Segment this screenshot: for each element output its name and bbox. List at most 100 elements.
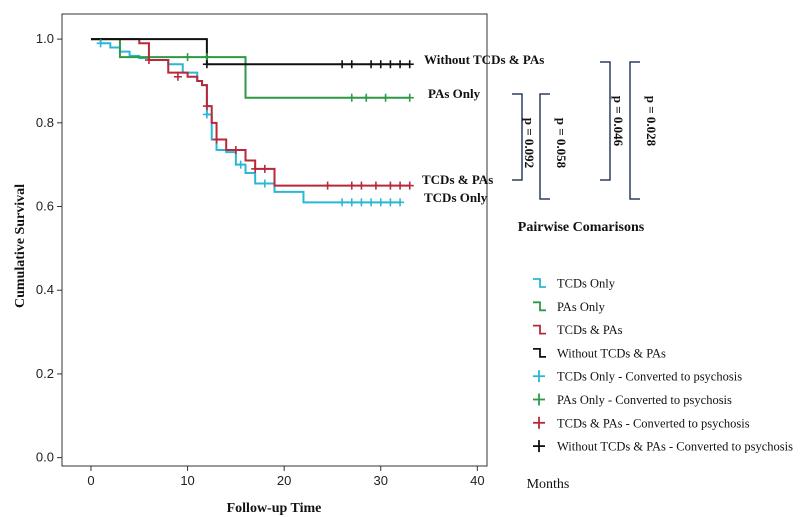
pairwise-p-value-3: p = 0.028 (644, 96, 659, 147)
y-tick-label: 1.0 (36, 31, 54, 46)
legend-entry: PAs Only (533, 300, 606, 314)
censor-mark (260, 179, 269, 188)
pairwise-annotations: TCDs Only PAs Only TCDs & PAs Without TCDs … (422, 52, 659, 205)
x-tick-label: 0 (87, 473, 94, 488)
legend-cross-swatch (533, 370, 545, 383)
legend-entry: TCDs & PAs - Converted to psychosis (533, 416, 750, 430)
censor-mark (386, 60, 395, 69)
legend-line-swatch (533, 278, 546, 288)
censor-mark (376, 198, 385, 207)
legend-entry: Without TCDs & PAs - Converted to psycho… (533, 440, 793, 454)
legend-cross-swatch (533, 440, 545, 453)
censor-marks (96, 39, 414, 207)
censor-mark (386, 181, 395, 190)
legend-label: TCDs & PAs (557, 323, 623, 337)
censor-mark (376, 60, 385, 69)
censor-mark (347, 93, 356, 102)
series-end-label-2: TCDs & PAs (422, 172, 493, 187)
x-tick-label: 30 (374, 473, 388, 488)
censor-mark (260, 164, 269, 173)
censor-mark (357, 198, 366, 207)
censor-mark (367, 60, 376, 69)
legend-label: TCDs Only (557, 277, 616, 291)
series-line-3 (90, 38, 410, 66)
censor-mark (202, 53, 211, 62)
censor-mark (338, 198, 347, 207)
legend-label: Without TCDs & PAs - Converted to psycho… (557, 440, 793, 454)
censor-mark (212, 135, 221, 144)
plot-frame (61, 13, 488, 467)
censor-mark (381, 93, 390, 102)
censor-mark (396, 181, 405, 190)
censor-mark (347, 198, 356, 207)
x-tick-label: 40 (470, 473, 484, 488)
y-tick-label: 0.2 (36, 366, 54, 381)
chart-axes: 0 10 20 30 40 0.0 0.2 0.4 0.6 0.8 1.0 (36, 13, 488, 488)
censor-mark (251, 164, 260, 173)
pairwise-p-value-1: p = 0.058 (554, 118, 569, 169)
y-axis-title: Cumulative Survival (13, 184, 28, 308)
chart-legend: TCDs Only PAs Only TCDs & PAs Without TCDs … (533, 277, 793, 454)
series-end-label-3: Without TCDs & PAs (424, 52, 544, 67)
censor-mark (173, 72, 182, 81)
pairwise-title: Pairwise Comarisons (518, 220, 645, 235)
x-tick-label: 10 (180, 473, 194, 488)
pairwise-p-value-2: p = 0.046 (611, 96, 626, 147)
legend-entry: PAs Only - Converted to psychosis (533, 393, 732, 407)
censor-mark (371, 181, 380, 190)
censor-mark (323, 181, 332, 190)
legend-label: PAs Only (557, 300, 606, 314)
series-end-label-0: TCDs Only (424, 190, 488, 205)
censor-mark (347, 181, 356, 190)
x-axis-title: Follow-up Time (227, 501, 322, 516)
censor-mark (236, 160, 245, 169)
series-line-1 (90, 38, 410, 99)
censor-mark (405, 60, 414, 69)
series-end-label-1: PAs Only (428, 86, 481, 101)
censor-mark (96, 39, 105, 48)
legend-label: PAs Only - Converted to psychosis (557, 393, 732, 407)
legend-cross-swatch (533, 393, 545, 406)
censor-mark (396, 60, 405, 69)
legend-entry: TCDs & PAs (533, 323, 623, 337)
chart-series (90, 38, 410, 204)
y-tick-label: 0.6 (36, 199, 54, 214)
y-tick-label: 0.4 (36, 282, 54, 297)
censor-mark (405, 93, 414, 102)
pairwise-bracket-0 (512, 93, 523, 181)
legend-label: Without TCDs & PAs (557, 346, 666, 360)
censor-mark (367, 198, 376, 207)
y-tick-label: 0.8 (36, 115, 54, 130)
censor-mark (338, 60, 347, 69)
censor-mark (386, 198, 395, 207)
legend-label: TCDs Only - Converted to psychosis (557, 370, 742, 384)
censor-mark (405, 181, 414, 190)
pairwise-bracket-3 (629, 61, 640, 200)
x-tick-label: 20 (277, 473, 291, 488)
series-line-2 (90, 38, 410, 187)
legend-entry: TCDs Only - Converted to psychosis (533, 370, 742, 384)
censor-mark (231, 146, 240, 155)
censor-mark (202, 102, 211, 111)
censor-mark (202, 60, 211, 69)
censor-mark (347, 60, 356, 69)
x-axis-unit-label: Months (527, 477, 570, 492)
legend-line-swatch (533, 301, 546, 312)
censor-mark (202, 110, 211, 119)
censor-mark (362, 93, 371, 102)
legend-label: TCDs & PAs - Converted to psychosis (557, 416, 750, 430)
pairwise-bracket-1 (539, 93, 550, 200)
pairwise-p-value-0: p = 0.092 (522, 118, 537, 168)
censor-mark (357, 181, 366, 190)
y-tick-label: 0.0 (36, 450, 54, 465)
pairwise-bracket-2 (600, 61, 611, 181)
censor-mark (144, 56, 153, 65)
legend-line-swatch (533, 348, 546, 358)
legend-line-swatch (533, 324, 546, 335)
censor-mark (396, 198, 405, 207)
censor-mark (183, 53, 192, 62)
legend-entry: TCDs Only (533, 277, 616, 291)
legend-cross-swatch (533, 416, 545, 429)
legend-entry: Without TCDs & PAs (533, 346, 666, 360)
